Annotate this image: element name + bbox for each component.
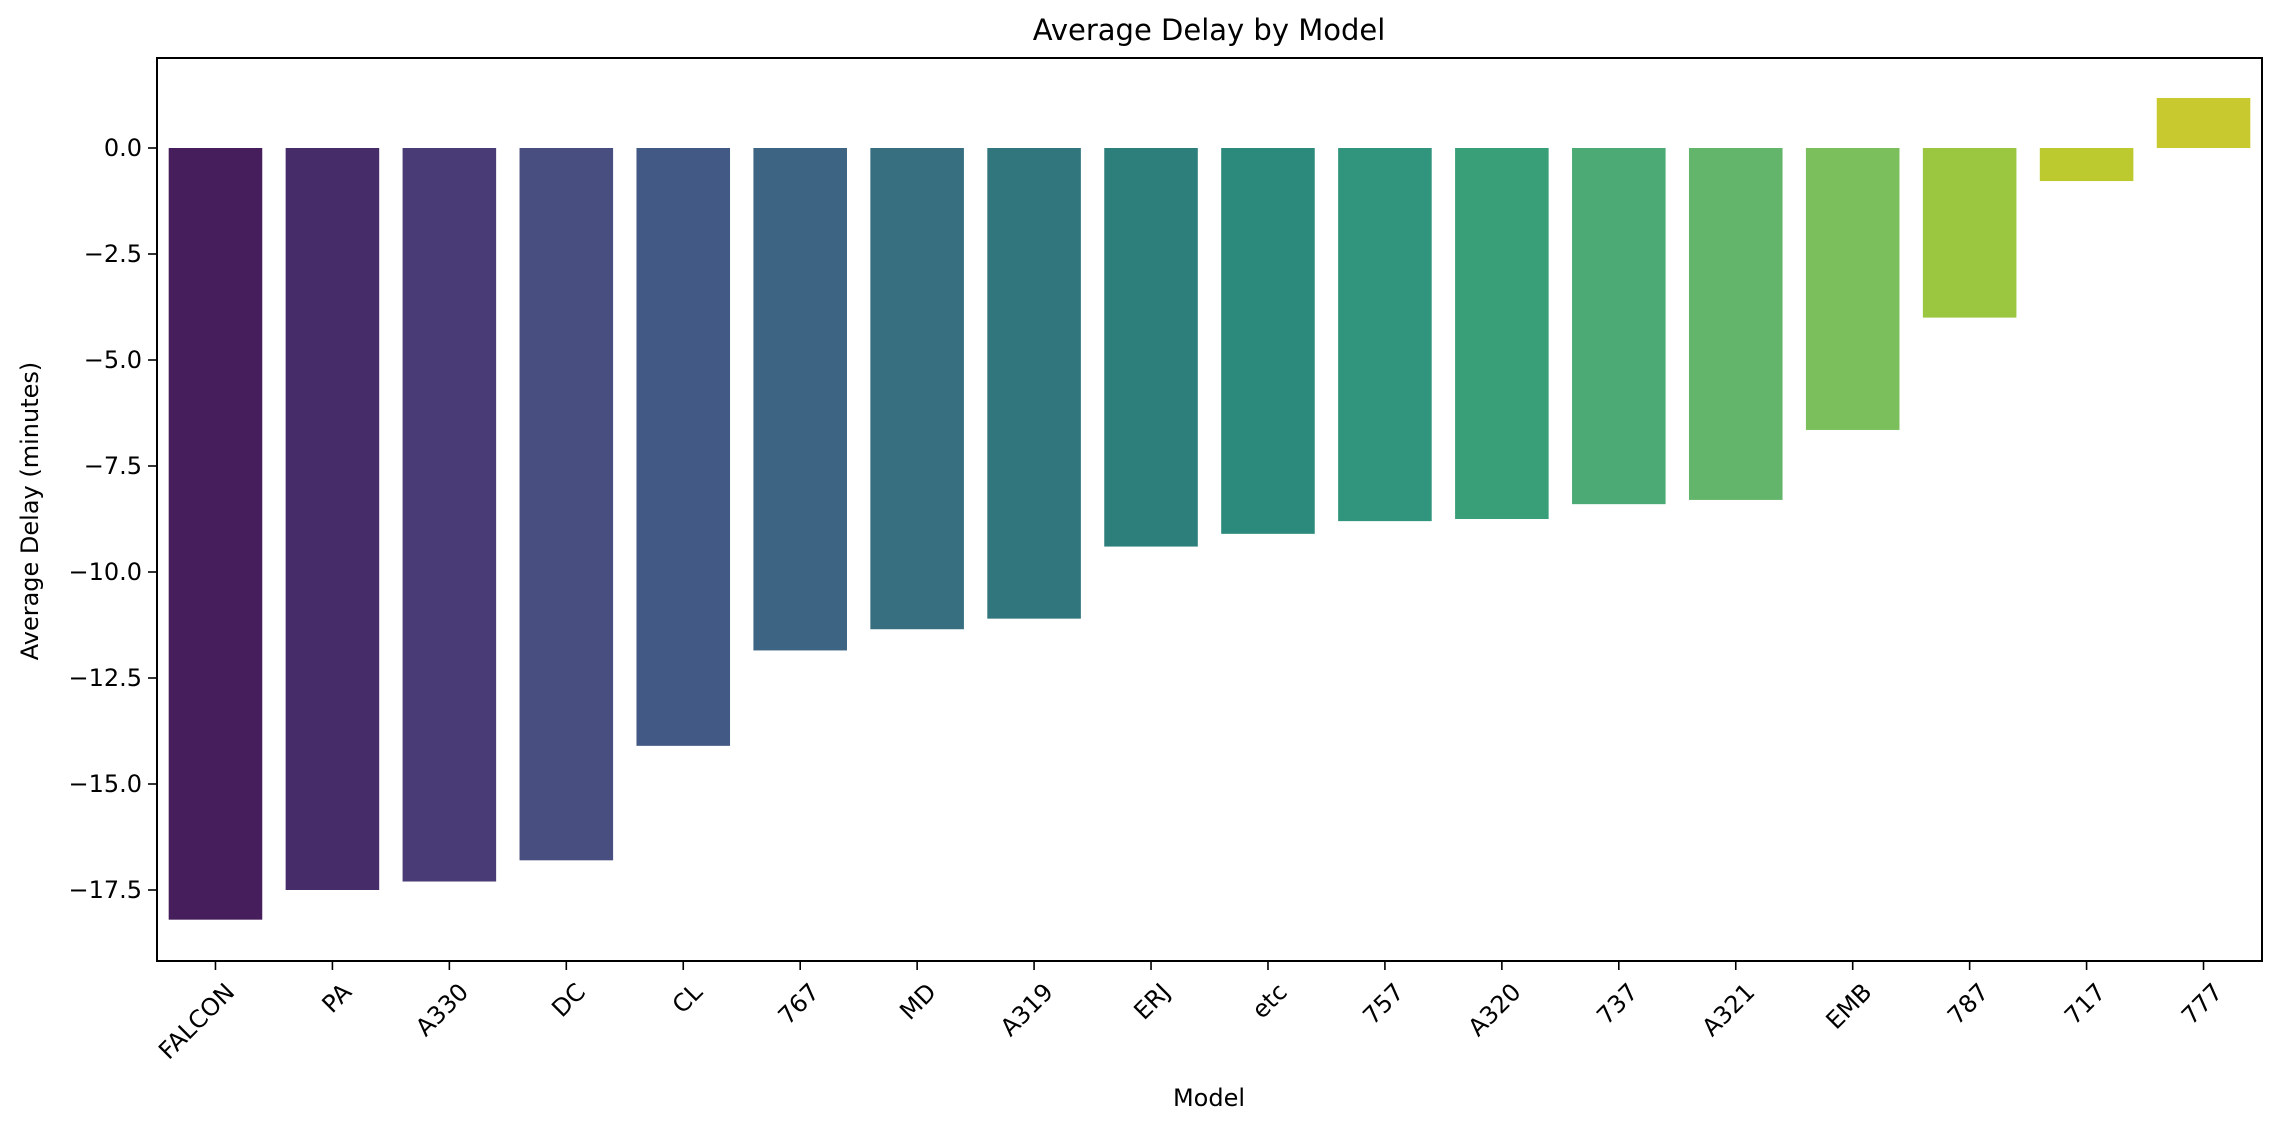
y-tick-label: −7.5 xyxy=(84,452,142,480)
x-tick-label: 737 xyxy=(1591,978,1643,1030)
bar-777 xyxy=(2156,97,2251,148)
x-tick-label: 767 xyxy=(773,978,825,1030)
x-tick-label: EMB xyxy=(1821,978,1878,1035)
bar-cl xyxy=(636,148,731,746)
bar-dc xyxy=(519,148,614,861)
bars-layer xyxy=(168,97,2251,920)
y-tick-label: −17.5 xyxy=(68,876,142,904)
bar-falcon xyxy=(168,148,263,920)
x-tick-label: 757 xyxy=(1357,978,1409,1030)
x-tick-label: 777 xyxy=(2176,978,2228,1030)
y-tick-label: −5.0 xyxy=(84,346,142,374)
x-tick-label: A319 xyxy=(995,978,1059,1042)
x-axis-label: Model xyxy=(1173,1084,1245,1112)
bar-a320 xyxy=(1455,148,1549,519)
y-tick-label: −2.5 xyxy=(84,240,142,268)
y-tick-label: 0.0 xyxy=(104,134,142,162)
x-tick-label: A321 xyxy=(1697,978,1761,1042)
bar-767 xyxy=(753,148,847,651)
bar-md xyxy=(870,148,964,630)
plot-frame xyxy=(156,57,2263,962)
bar-757 xyxy=(1338,148,1432,522)
x-tick-label: PA xyxy=(317,977,358,1018)
x-tick-label: ERJ xyxy=(1128,978,1175,1025)
x-tick-label: A320 xyxy=(1463,978,1527,1042)
x-tick-label: 787 xyxy=(1942,978,1994,1030)
y-axis-label: Average Delay (minutes) xyxy=(16,362,44,661)
x-tick-label: MD xyxy=(894,978,942,1026)
x-tick-label: FALCON xyxy=(153,978,240,1065)
x-tick-label: 717 xyxy=(2059,978,2111,1030)
x-tick-label: CL xyxy=(667,977,709,1019)
bar-pa xyxy=(285,148,380,890)
y-tick-label: −10.0 xyxy=(68,558,142,586)
bar-etc xyxy=(1221,148,1315,534)
bar-a330 xyxy=(402,148,497,882)
x-tick-label: DC xyxy=(546,978,591,1023)
bar-787 xyxy=(1922,148,2017,318)
bar-717 xyxy=(2039,148,2134,182)
x-tick-label: etc xyxy=(1246,978,1292,1024)
chart-title: Average Delay by Model xyxy=(1033,13,1386,47)
y-tick-label: −15.0 xyxy=(68,770,142,798)
bar-erj xyxy=(1104,148,1198,547)
bar-a321 xyxy=(1688,148,1783,500)
y-tick-label: −12.5 xyxy=(68,664,142,692)
x-tick-label: A330 xyxy=(410,978,474,1042)
bar-emb xyxy=(1805,148,1900,430)
bar-737 xyxy=(1572,148,1666,505)
bar-a319 xyxy=(987,148,1081,619)
